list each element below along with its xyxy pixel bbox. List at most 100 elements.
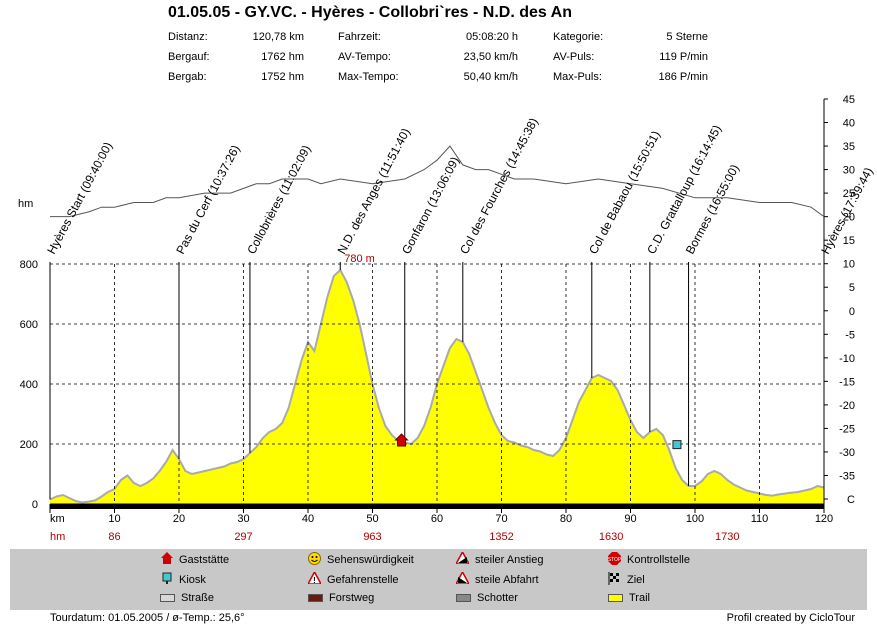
stat-label: Kategorie: [553, 31, 604, 43]
climb-row-label: hm [50, 531, 65, 543]
legend-item: ! Gefahrenstelle [306, 570, 399, 587]
stat-value: 119 P/min [659, 51, 708, 63]
stat-value: 50,40 km/h [463, 71, 518, 83]
x-tick-label: 100 [686, 513, 704, 525]
legend-item: Trail [608, 592, 650, 604]
waypoint-label: Gonfaron (13:06:09) [399, 154, 462, 256]
legend-label: Gefahrenstelle [327, 573, 399, 586]
legend-label: Trail [629, 592, 650, 604]
road-swatch [160, 594, 175, 602]
y2-tick-label: 20 [843, 212, 855, 224]
waypoint-label: Collobrières (11:02:09) [244, 143, 313, 257]
elevation-profile-chart: 10 20 30 40 50 60 70 80 90 100 110 120km02004006008… [18, 94, 876, 543]
kiosk-icon [672, 440, 682, 450]
legend-label: Sehenswürdigkeit [327, 554, 414, 566]
y2-tick-label: -30 [839, 447, 855, 459]
footer-tour-info: Tourdatum: 01.05.2005 / ø-Temp.: 25,6° [50, 612, 245, 624]
stat-label: AV-Puls: [553, 51, 595, 63]
legend-label: Straße [181, 592, 215, 604]
y2-tick-label: -35 [839, 470, 855, 482]
house-icon [394, 433, 409, 447]
legend-item: Gaststätte [160, 552, 229, 567]
x-tick-label: 30 [237, 513, 249, 525]
x-tick-label: 80 [560, 513, 572, 525]
stat-label: AV-Tempo: [338, 51, 391, 63]
stat-value: 186 P/min [658, 71, 708, 83]
y2-tick-label: 0 [849, 306, 855, 318]
y2-tick-label: 15 [843, 235, 855, 247]
svg-text:STOP: STOP [608, 557, 621, 563]
legend-label: Gaststätte [179, 553, 230, 566]
legend-item: Sehenswürdigkeit [308, 552, 414, 568]
cumulative-climb-label: 86 [108, 531, 120, 543]
page-title: 01.05.05 - GY.VC. - Hyères - Collobri`re… [168, 4, 572, 21]
waypoint-label: Col des Fourches (14:45:38) [457, 116, 541, 257]
y-tick-label: 200 [20, 439, 38, 451]
legend-item: Schotter [456, 592, 518, 604]
y2-tick-label: -5 [845, 329, 855, 341]
legend-item: steiler Anstieg [454, 550, 544, 567]
x-tick-label: 20 [173, 513, 185, 525]
footer-credit: Profil created by CicloTour [726, 612, 855, 624]
trail-swatch [608, 594, 623, 602]
y2-tick-label: C [847, 494, 855, 506]
y-tick-label: 600 [20, 319, 38, 331]
x-tick-label: 110 [751, 513, 769, 525]
descent-icon [454, 570, 471, 587]
legend-label: Kiosk [179, 573, 206, 586]
stat-value: 120,78 km [252, 31, 304, 43]
legend-item: steile Abfahrt [454, 570, 539, 587]
legend-label: Forstweg [329, 592, 375, 604]
kiosk-icon [160, 572, 173, 587]
stat-value: 1752 hm [261, 71, 304, 83]
legend-panel: Gaststätte Kiosk Straße Sehenswürdigkeit… [10, 549, 867, 610]
y2-tick-label: 25 [843, 188, 855, 200]
y-tick-label: 800 [20, 259, 38, 271]
y2-tick-label: 10 [843, 259, 855, 271]
stat-value: 5 Sterne [666, 31, 708, 43]
stat-value: 1762 hm [261, 51, 304, 63]
waypoint-label: Pas du Cerf (10:37:26) [173, 143, 242, 257]
y2-tick-label: -20 [839, 400, 855, 412]
warning-icon: ! [306, 570, 323, 587]
stat-label: Max-Puls: [553, 71, 602, 83]
stop-icon: STOP [608, 552, 622, 568]
x-tick-label: 10 [108, 513, 120, 525]
y2-tick-label: 40 [843, 118, 855, 130]
x-tick-label: 70 [495, 513, 507, 525]
stat-value: 23,50 km/h [463, 51, 518, 63]
cumulative-climb-label: 963 [363, 531, 381, 543]
temperature-line [50, 145, 825, 218]
legend-label: Kontrollstelle [627, 554, 690, 566]
cumulative-climb-label: 1352 [489, 531, 513, 543]
y-tick-label: 0 [32, 499, 38, 511]
y2-tick-label: -25 [839, 423, 855, 435]
y2-tick-label: -15 [839, 376, 855, 388]
house-icon [160, 552, 173, 567]
stat-label: Max-Tempo: [338, 71, 399, 83]
svg-text:!: ! [313, 576, 316, 584]
x-tick-label: 60 [431, 513, 443, 525]
gravel-swatch [456, 594, 471, 602]
x-tick-label: 40 [302, 513, 314, 525]
climb-icon [454, 550, 471, 567]
stat-label: Bergab: [168, 71, 207, 83]
y2-tick-label: 35 [843, 141, 855, 153]
finish-flag-icon [608, 572, 621, 588]
legend-label: steile Abfahrt [475, 573, 539, 586]
legend-label: steiler Anstieg [475, 553, 544, 566]
x-tick-label: 90 [624, 513, 636, 525]
legend-label: Ziel [627, 574, 645, 586]
legend-label: Schotter [477, 592, 518, 604]
y2-tick-label: 45 [843, 94, 855, 106]
stat-label: Fahrzeit: [338, 31, 381, 43]
waypoint-label: N.D. des Anges (11:51:40) [335, 126, 413, 257]
legend-item: Ziel [608, 572, 645, 588]
legend-item: STOP Kontrollstelle [608, 552, 690, 568]
stat-label: Bergauf: [168, 51, 210, 63]
legend-item: Kiosk [160, 572, 206, 587]
cumulative-climb-label: 1630 [599, 531, 623, 543]
y2-tick-label: 30 [843, 165, 855, 177]
x-axis-label: km [50, 513, 65, 525]
y-axis-label: hm [18, 198, 33, 210]
